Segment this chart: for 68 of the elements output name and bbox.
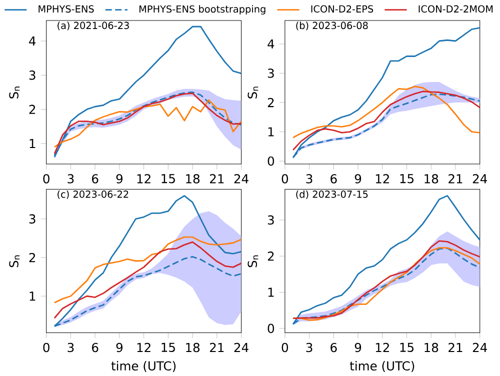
x-tick-label: 3: [68, 342, 74, 352]
y-tick-label: 3: [29, 214, 36, 224]
y-axis-title: S$_{n}$: [9, 255, 20, 267]
x-tick-label: 15: [400, 174, 414, 184]
x-tick-label: 12: [137, 174, 150, 184]
y-axis-title: S$_{n}$: [248, 86, 258, 98]
legend-label: ICON-D2-EPS: [311, 5, 374, 12]
line-series: [54, 99, 242, 148]
x-tick-label: 21: [210, 342, 224, 352]
x-tick-label: 0: [282, 342, 288, 352]
chart-title: (d) 2023-07-15: [296, 190, 368, 199]
y-tick-label: 4: [29, 36, 36, 46]
x-tick-label: 15: [162, 174, 175, 184]
x-tick-label: 24: [472, 174, 487, 184]
x-tick-label: 18: [424, 342, 438, 352]
y-tick-label: 1: [30, 291, 36, 300]
x-tick-label: 9: [116, 174, 122, 184]
x-tick-label: 12: [376, 174, 389, 184]
x-tick-label: 6: [92, 174, 98, 184]
x-axis-title: time (UTC): [111, 360, 176, 372]
y-tick-label: 0: [268, 156, 274, 166]
x-tick-label: 18: [186, 174, 200, 184]
x-tick-label: 12: [376, 342, 389, 352]
x-tick-label: 24: [234, 342, 248, 352]
x-tick-label: 3: [306, 174, 312, 184]
y-tick-label: 2: [29, 104, 36, 114]
x-tick-label: 9: [354, 174, 362, 184]
chart-title: (c) 2023-06-22: [58, 190, 128, 199]
y-tick-label: 3: [268, 215, 274, 224]
x-tick-label: 15: [400, 342, 414, 352]
chart-title: (a) 2021-06-23: [58, 21, 129, 30]
chart-title: (b) 2023-06-08: [296, 21, 368, 30]
y-tick-label: 4: [268, 39, 274, 48]
x-tick-label: 9: [116, 342, 122, 352]
legend-label: MPHYS-ENS: [38, 5, 94, 12]
x-tick-label: 0: [43, 342, 50, 352]
x-tick-label: 3: [306, 342, 312, 352]
x-tick-label: 12: [137, 342, 150, 352]
legend-label: MPHYS-ENS bootstrapping: [139, 5, 266, 14]
y-axis-title: S$_{n}$: [248, 255, 258, 268]
y-tick-label: 2: [29, 252, 36, 262]
legend-label: ICON-D2-2MOM: [418, 5, 493, 12]
y-axis-title: S$_{n}$: [9, 86, 20, 98]
x-tick-label: 6: [330, 342, 337, 352]
x-tick-label: 9: [354, 342, 362, 352]
y-tick-label: 2: [268, 251, 274, 261]
x-tick-label: 24: [234, 174, 248, 184]
y-tick-label: 1: [30, 138, 36, 148]
x-tick-label: 6: [92, 342, 98, 352]
x-tick-label: 24: [472, 342, 487, 352]
x-tick-label: 18: [186, 342, 200, 352]
x-axis-title: time (UTC): [350, 360, 414, 372]
x-tick-label: 21: [210, 174, 224, 184]
y-tick-label: 1: [268, 127, 274, 136]
x-tick-label: 6: [330, 174, 337, 184]
y-tick-label: 3: [29, 70, 36, 80]
x-tick-label: 18: [424, 174, 438, 184]
x-tick-label: 0: [282, 174, 288, 184]
x-tick-label: 0: [43, 174, 50, 184]
x-tick-label: 21: [448, 174, 462, 184]
y-tick-label: 2: [268, 98, 274, 107]
y-tick-label: 1: [268, 288, 274, 297]
x-tick-label: 15: [162, 342, 175, 352]
line-series: [292, 86, 480, 138]
y-tick-label: 0: [268, 324, 274, 333]
x-tick-label: 3: [68, 174, 74, 184]
y-tick-label: 3: [268, 68, 274, 78]
x-tick-label: 21: [448, 342, 462, 352]
